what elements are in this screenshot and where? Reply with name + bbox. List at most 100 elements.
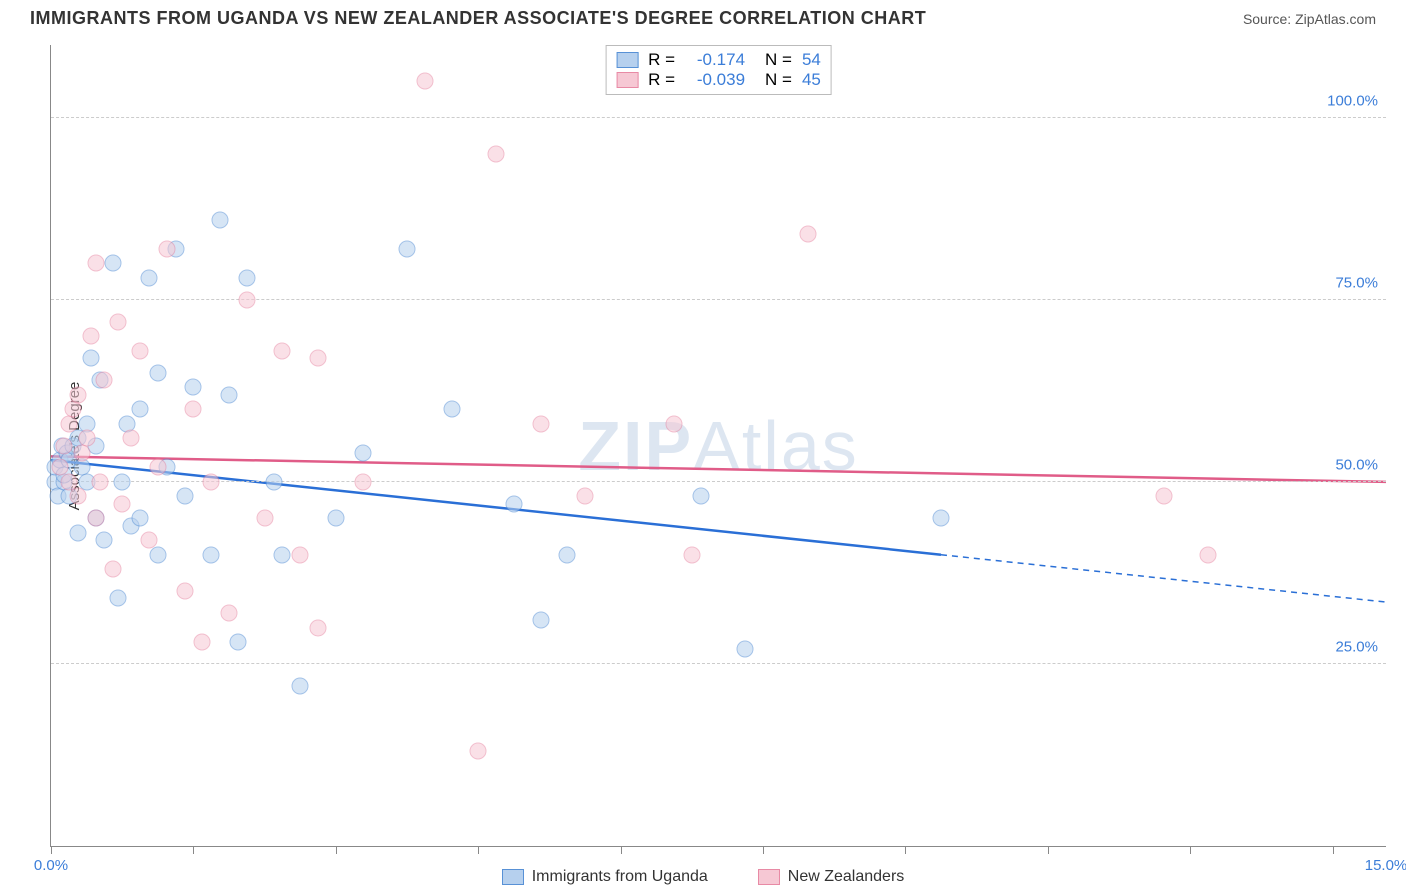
x-tick [478, 846, 479, 854]
scatter-point [140, 532, 157, 549]
scatter-point [577, 488, 594, 505]
trend-line [51, 456, 1386, 481]
scatter-point [443, 401, 460, 418]
scatter-point [105, 255, 122, 272]
scatter-point [265, 473, 282, 490]
legend-r-label: R = [648, 50, 675, 70]
legend-top-row: R = -0.174 N = 54 [616, 50, 821, 70]
scatter-point [140, 270, 157, 287]
trend-line-extrapolated [941, 555, 1386, 602]
y-tick-label: 50.0% [1335, 456, 1378, 473]
x-tick [336, 846, 337, 854]
watermark-thin: Atlas [693, 407, 859, 485]
scatter-point [149, 364, 166, 381]
y-tick-label: 75.0% [1335, 274, 1378, 291]
legend-swatch [616, 52, 638, 68]
scatter-point [327, 510, 344, 527]
scatter-point [256, 510, 273, 527]
legend-bottom-item: New Zealanders [758, 868, 905, 886]
scatter-point [132, 510, 149, 527]
legend-r-label: R = [648, 70, 675, 90]
gridline-h [51, 481, 1386, 482]
source-label: Source: ZipAtlas.com [1243, 11, 1376, 27]
scatter-point [692, 488, 709, 505]
scatter-point [83, 350, 100, 367]
legend-series-label: New Zealanders [788, 868, 905, 886]
scatter-point [470, 743, 487, 760]
series-legend: Immigrants from Uganda New Zealanders [0, 868, 1406, 886]
scatter-point [505, 495, 522, 512]
plot-area: ZIPAtlas R = -0.174 N = 54 R = -0.039 N = 45 25… [50, 45, 1386, 847]
scatter-point [238, 291, 255, 308]
x-tick [905, 846, 906, 854]
legend-n-value: 54 [802, 50, 821, 70]
x-tick [1190, 846, 1191, 854]
scatter-point [399, 240, 416, 257]
trend-line [51, 460, 941, 555]
scatter-point [488, 146, 505, 163]
scatter-point [416, 73, 433, 90]
scatter-point [221, 386, 238, 403]
legend-n-label: N = [765, 50, 792, 70]
plot-inner: ZIPAtlas R = -0.174 N = 54 R = -0.039 N = 45 25… [50, 45, 1386, 847]
x-tick [193, 846, 194, 854]
scatter-point [176, 583, 193, 600]
scatter-point [185, 379, 202, 396]
scatter-point [91, 473, 108, 490]
scatter-point [149, 459, 166, 476]
scatter-point [737, 641, 754, 658]
scatter-point [87, 255, 104, 272]
legend-series-label: Immigrants from Uganda [532, 868, 708, 886]
scatter-point [60, 415, 77, 432]
legend-r-value: -0.174 [685, 50, 745, 70]
scatter-point [74, 444, 91, 461]
scatter-point [65, 401, 82, 418]
legend-r-value: -0.039 [685, 70, 745, 90]
scatter-point [69, 524, 86, 541]
scatter-point [292, 546, 309, 563]
scatter-point [114, 473, 131, 490]
scatter-point [83, 328, 100, 345]
watermark: ZIPAtlas [578, 406, 859, 486]
gridline-h [51, 663, 1386, 664]
scatter-point [123, 430, 140, 447]
legend-bottom-item: Immigrants from Uganda [502, 868, 708, 886]
scatter-point [221, 604, 238, 621]
scatter-point [933, 510, 950, 527]
scatter-point [559, 546, 576, 563]
scatter-point [310, 350, 327, 367]
chart-title: IMMIGRANTS FROM UGANDA VS NEW ZEALANDER … [30, 8, 926, 29]
scatter-point [132, 342, 149, 359]
scatter-point [274, 546, 291, 563]
scatter-point [87, 510, 104, 527]
scatter-point [532, 415, 549, 432]
scatter-point [799, 226, 816, 243]
scatter-point [310, 619, 327, 636]
scatter-point [1155, 488, 1172, 505]
scatter-point [69, 488, 86, 505]
y-tick-label: 25.0% [1335, 638, 1378, 655]
scatter-point [105, 561, 122, 578]
scatter-point [132, 401, 149, 418]
legend-n-value: 45 [802, 70, 821, 90]
scatter-point [203, 546, 220, 563]
scatter-point [149, 546, 166, 563]
legend-swatch [616, 72, 638, 88]
legend-n-label: N = [765, 70, 792, 90]
scatter-point [274, 342, 291, 359]
scatter-point [109, 590, 126, 607]
scatter-point [238, 270, 255, 287]
scatter-point [114, 495, 131, 512]
scatter-point [666, 415, 683, 432]
source-value: ZipAtlas.com [1295, 11, 1376, 27]
scatter-point [194, 634, 211, 651]
x-tick [1333, 846, 1334, 854]
scatter-point [203, 473, 220, 490]
scatter-point [185, 401, 202, 418]
scatter-point [683, 546, 700, 563]
source-prefix: Source: [1243, 11, 1295, 27]
legend-top-row: R = -0.039 N = 45 [616, 70, 821, 90]
scatter-point [158, 240, 175, 257]
scatter-point [532, 612, 549, 629]
y-tick-label: 100.0% [1327, 92, 1378, 109]
